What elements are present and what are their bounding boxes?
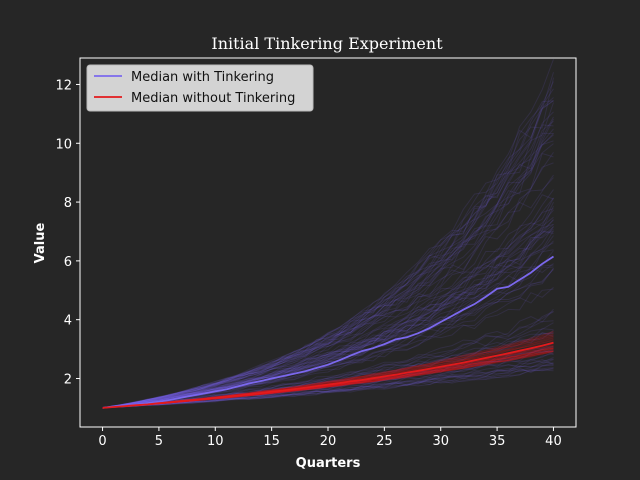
- simulation-path-with-tinkering: [102, 218, 554, 409]
- simulation-path-with-tinkering: [102, 174, 554, 409]
- y-axis-label: Value: [33, 222, 48, 263]
- simulation-path-with-tinkering: [102, 132, 554, 409]
- x-tick-label: 0: [98, 434, 106, 449]
- simulation-path-with-tinkering: [102, 152, 554, 409]
- simulation-path-with-tinkering: [102, 231, 554, 409]
- simulation-path-with-tinkering: [102, 189, 554, 409]
- simulation-path-with-tinkering: [102, 226, 554, 409]
- simulation-path-with-tinkering: [102, 77, 554, 409]
- simulation-path-with-tinkering: [102, 310, 554, 409]
- legend-label-without-tinkering: Median without Tinkering: [131, 91, 295, 106]
- x-tick-label: 25: [376, 434, 393, 449]
- chart-title: Initial Tinkering Experiment: [211, 34, 443, 53]
- x-tick-label: 20: [320, 434, 337, 449]
- simulation-path-with-tinkering: [102, 216, 554, 409]
- simulation-path-with-tinkering: [102, 208, 554, 409]
- simulation-path-with-tinkering: [102, 228, 554, 409]
- simulation-path-with-tinkering: [102, 194, 554, 409]
- median-lines: [102, 255, 554, 409]
- simulation-path-with-tinkering: [102, 320, 554, 409]
- simulation-path-with-tinkering: [102, 242, 554, 409]
- simulation-path-with-tinkering: [102, 81, 554, 409]
- simulation-path-with-tinkering: [102, 124, 554, 409]
- x-tick-label: 5: [155, 434, 163, 449]
- simulation-path-with-tinkering: [102, 365, 554, 409]
- simulation-path-with-tinkering: [102, 128, 554, 409]
- simulation-path-with-tinkering: [102, 88, 554, 409]
- simulation-path-with-tinkering: [102, 197, 554, 409]
- simulation-path-with-tinkering: [102, 308, 554, 409]
- y-tick-label: 12: [55, 78, 72, 93]
- y-axis-ticks: 2 4 6 8 10 12: [55, 78, 80, 387]
- simulation-path-with-tinkering: [102, 100, 554, 409]
- simulation-path-with-tinkering: [102, 120, 554, 409]
- simulation-path-with-tinkering: [102, 367, 554, 409]
- legend: Median with Tinkering Median without Tin…: [86, 64, 314, 112]
- y-tick-label: 4: [64, 314, 72, 329]
- median-line-without-tinkering: [102, 341, 554, 409]
- simulation-path-with-tinkering: [102, 219, 554, 409]
- simulation-path-with-tinkering: [102, 358, 554, 409]
- median-line-with-tinkering: [102, 255, 554, 409]
- simulation-path-with-tinkering: [102, 311, 554, 409]
- legend-label-with-tinkering: Median with Tinkering: [131, 70, 274, 85]
- simulation-path-with-tinkering: [102, 111, 554, 409]
- simulation-path-with-tinkering: [102, 358, 554, 409]
- simulation-path-with-tinkering: [102, 152, 554, 409]
- y-tick-label: 2: [64, 372, 72, 387]
- simulation-path-with-tinkering: [102, 201, 554, 409]
- simulation-path-with-tinkering: [102, 97, 554, 409]
- simulation-path-with-tinkering: [102, 348, 554, 409]
- simulation-path-with-tinkering: [102, 359, 554, 409]
- simulation-path-with-tinkering: [102, 368, 554, 409]
- x-tick-label: 15: [263, 434, 280, 449]
- simulation-path-with-tinkering: [102, 197, 554, 409]
- simulation-path-with-tinkering: [102, 223, 554, 409]
- simulation-path-with-tinkering: [102, 264, 554, 409]
- simulation-path-with-tinkering: [102, 224, 554, 409]
- simulation-paths: [102, 59, 554, 409]
- simulation-path-with-tinkering: [102, 353, 554, 409]
- x-tick-label: 40: [545, 434, 562, 449]
- x-tick-label: 30: [432, 434, 449, 449]
- y-tick-label: 6: [64, 255, 72, 270]
- simulation-path-with-tinkering: [102, 332, 554, 409]
- simulation-path-with-tinkering: [102, 140, 554, 409]
- simulation-path-with-tinkering: [102, 225, 554, 409]
- x-axis-ticks: 0 5 10 15 20 25 30 35 40: [98, 427, 562, 449]
- simulation-path-with-tinkering: [102, 134, 554, 409]
- simulation-path-with-tinkering: [102, 100, 554, 409]
- simulation-path-with-tinkering: [102, 361, 554, 409]
- simulation-path-with-tinkering: [102, 102, 554, 409]
- simulation-path-with-tinkering: [102, 177, 554, 409]
- legend-box: [86, 64, 314, 112]
- simulation-path-with-tinkering: [102, 59, 554, 409]
- x-tick-label: 10: [207, 434, 224, 449]
- simulation-path-with-tinkering: [102, 230, 554, 409]
- simulation-path-with-tinkering: [102, 240, 554, 409]
- simulation-path-with-tinkering: [102, 322, 554, 409]
- simulation-path-with-tinkering: [102, 235, 554, 409]
- simulation-path-with-tinkering: [102, 116, 554, 409]
- simulation-path-with-tinkering: [102, 118, 554, 409]
- simulation-path-with-tinkering: [102, 256, 554, 409]
- simulation-path-with-tinkering: [102, 133, 554, 409]
- simulation-path-with-tinkering: [102, 230, 554, 409]
- simulation-path-with-tinkering: [102, 209, 554, 409]
- x-axis-label: Quarters: [296, 456, 361, 471]
- simulation-path-with-tinkering: [102, 162, 554, 409]
- x-tick-label: 35: [489, 434, 506, 449]
- simulation-path-with-tinkering: [102, 362, 554, 409]
- simulation-path-with-tinkering: [102, 205, 554, 409]
- simulation-path-with-tinkering: [102, 363, 554, 409]
- simulation-path-with-tinkering: [102, 100, 554, 409]
- y-tick-label: 10: [55, 137, 72, 152]
- simulation-path-with-tinkering: [102, 72, 554, 409]
- simulation-path-with-tinkering: [102, 369, 554, 409]
- simulation-path-with-tinkering: [102, 143, 554, 409]
- simulation-path-with-tinkering: [102, 367, 554, 409]
- y-tick-label: 8: [64, 196, 72, 211]
